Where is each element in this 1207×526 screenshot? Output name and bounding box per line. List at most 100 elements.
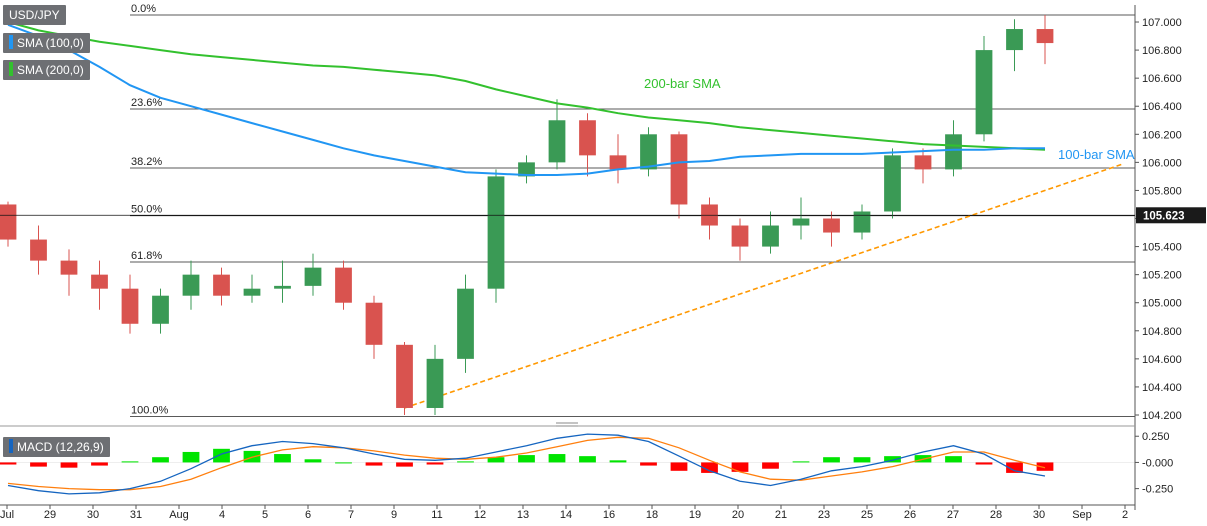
fib-label: 50.0%: [131, 204, 162, 216]
macd-histogram-bar: [548, 454, 566, 463]
candle-up: [426, 358, 444, 408]
candle-down: [396, 344, 413, 408]
fib-label: 100.0%: [131, 404, 169, 416]
candle-down: [335, 267, 352, 303]
candle-down: [91, 274, 108, 289]
fib-label: 38.2%: [131, 156, 162, 168]
macd-histogram-bar: [213, 448, 230, 463]
time-tick-label: 2: [1122, 509, 1128, 521]
macd-tick-label: -0.000: [1142, 457, 1173, 469]
macd-histogram-bar: [670, 462, 688, 471]
sma100-line: [7, 23, 1045, 176]
candle-down: [670, 134, 688, 205]
candle-up: [152, 295, 169, 324]
macd-histogram-bar: [152, 457, 169, 463]
time-tick-label: Sep: [1072, 509, 1092, 521]
time-tick-label: 9: [391, 509, 397, 521]
macd-histogram-bar: [91, 462, 108, 466]
candle-down: [823, 218, 840, 233]
legend-macd-label: MACD (12,26,9): [17, 440, 104, 454]
time-tick-label: 29: [44, 509, 56, 521]
last-price-label: 105.623: [1143, 210, 1185, 222]
price-tick-label: 106.000: [1142, 157, 1182, 169]
macd-tick-label: 0.250: [1142, 431, 1170, 443]
candle-down: [365, 302, 383, 345]
macd-histogram-bar: [396, 462, 413, 467]
candle-up: [487, 176, 505, 289]
candle-down: [213, 274, 230, 296]
candle-up: [853, 211, 871, 233]
candle-up: [548, 120, 566, 163]
macd-histogram-bar: [60, 462, 78, 468]
time-tick-label: 30: [1033, 509, 1045, 521]
candle-down: [60, 260, 78, 275]
time-tick-label: 28: [990, 509, 1002, 521]
legend-sma100-label: SMA (100,0): [17, 36, 84, 50]
legend-sma200-label: SMA (200,0): [17, 63, 84, 77]
ascending-trendline: [404, 163, 1122, 409]
candle-up: [884, 155, 901, 212]
macd-histogram-bar: [30, 462, 47, 467]
time-tick-label: 25: [861, 509, 873, 521]
legend-sma200[interactable]: SMA (200,0): [3, 60, 90, 80]
time-tick-label: 13: [517, 509, 529, 521]
price-tick-label: 106.200: [1142, 129, 1182, 141]
candle-up: [243, 288, 261, 296]
legend-sma100[interactable]: SMA (100,0): [3, 33, 90, 53]
legend-symbol[interactable]: USD/JPY: [3, 5, 66, 25]
sma100-swatch-icon: [9, 35, 13, 49]
time-tick-label: 19: [689, 509, 701, 521]
macd-histogram-bar: [457, 461, 474, 463]
time-tick-label: 12: [474, 509, 486, 521]
candle-down: [30, 239, 47, 261]
candle-down: [579, 120, 596, 156]
macd-histogram-bar: [640, 462, 657, 466]
macd-histogram-bar: [426, 462, 444, 465]
macd-histogram-bar: [182, 451, 200, 463]
time-tick-label: Jul: [0, 509, 14, 521]
time-tick-label: 11: [431, 509, 442, 521]
candle-up: [304, 267, 322, 286]
legend-symbol-label: USD/JPY: [9, 8, 60, 22]
time-tick-label: 16: [603, 509, 615, 521]
time-tick-label: 21: [775, 509, 787, 521]
price-tick-label: 106.400: [1142, 101, 1182, 113]
annotation-200-sma: 200-bar SMA: [644, 76, 721, 91]
price-tick-label: 105.400: [1142, 242, 1182, 254]
price-tick-label: 107.000: [1142, 17, 1182, 29]
candle-up: [1006, 29, 1023, 51]
legend-macd[interactable]: MACD (12,26,9): [3, 437, 110, 457]
candle-up: [274, 285, 291, 289]
macd-histogram-bar: [1036, 462, 1054, 471]
macd-histogram-bar: [121, 461, 139, 463]
candle-down: [914, 155, 932, 170]
macd-histogram-bar: [792, 461, 810, 463]
macd-histogram-bar: [945, 456, 962, 463]
candle-up: [975, 50, 993, 135]
macd-histogram-bar: [884, 456, 901, 463]
candle-down: [609, 155, 627, 170]
price-tick-label: 104.200: [1142, 410, 1182, 422]
candle-up: [518, 162, 535, 177]
time-tick-label: Aug: [169, 509, 189, 521]
macd-tick-label: -0.250: [1142, 484, 1173, 496]
time-tick-label: 14: [560, 509, 572, 521]
time-tick-label: 26: [904, 509, 916, 521]
candle-down: [0, 204, 17, 240]
macd-histogram-bar: [853, 457, 871, 463]
macd-histogram-bar: [701, 462, 718, 473]
candle-down: [121, 288, 139, 324]
time-tick-label: 31: [130, 509, 142, 521]
macd-histogram-bar: [579, 456, 596, 463]
time-tick-label: 20: [732, 509, 744, 521]
candle-up: [182, 274, 200, 296]
time-tick-label: 18: [646, 509, 658, 521]
fib-label: 0.0%: [131, 3, 156, 15]
candle-up: [945, 134, 962, 170]
macd-histogram-bar: [762, 462, 779, 469]
macd-histogram-bar: [731, 462, 749, 472]
macd-histogram-bar: [518, 455, 535, 463]
candle-down: [1036, 29, 1054, 44]
price-tick-label: 105.200: [1142, 270, 1182, 282]
